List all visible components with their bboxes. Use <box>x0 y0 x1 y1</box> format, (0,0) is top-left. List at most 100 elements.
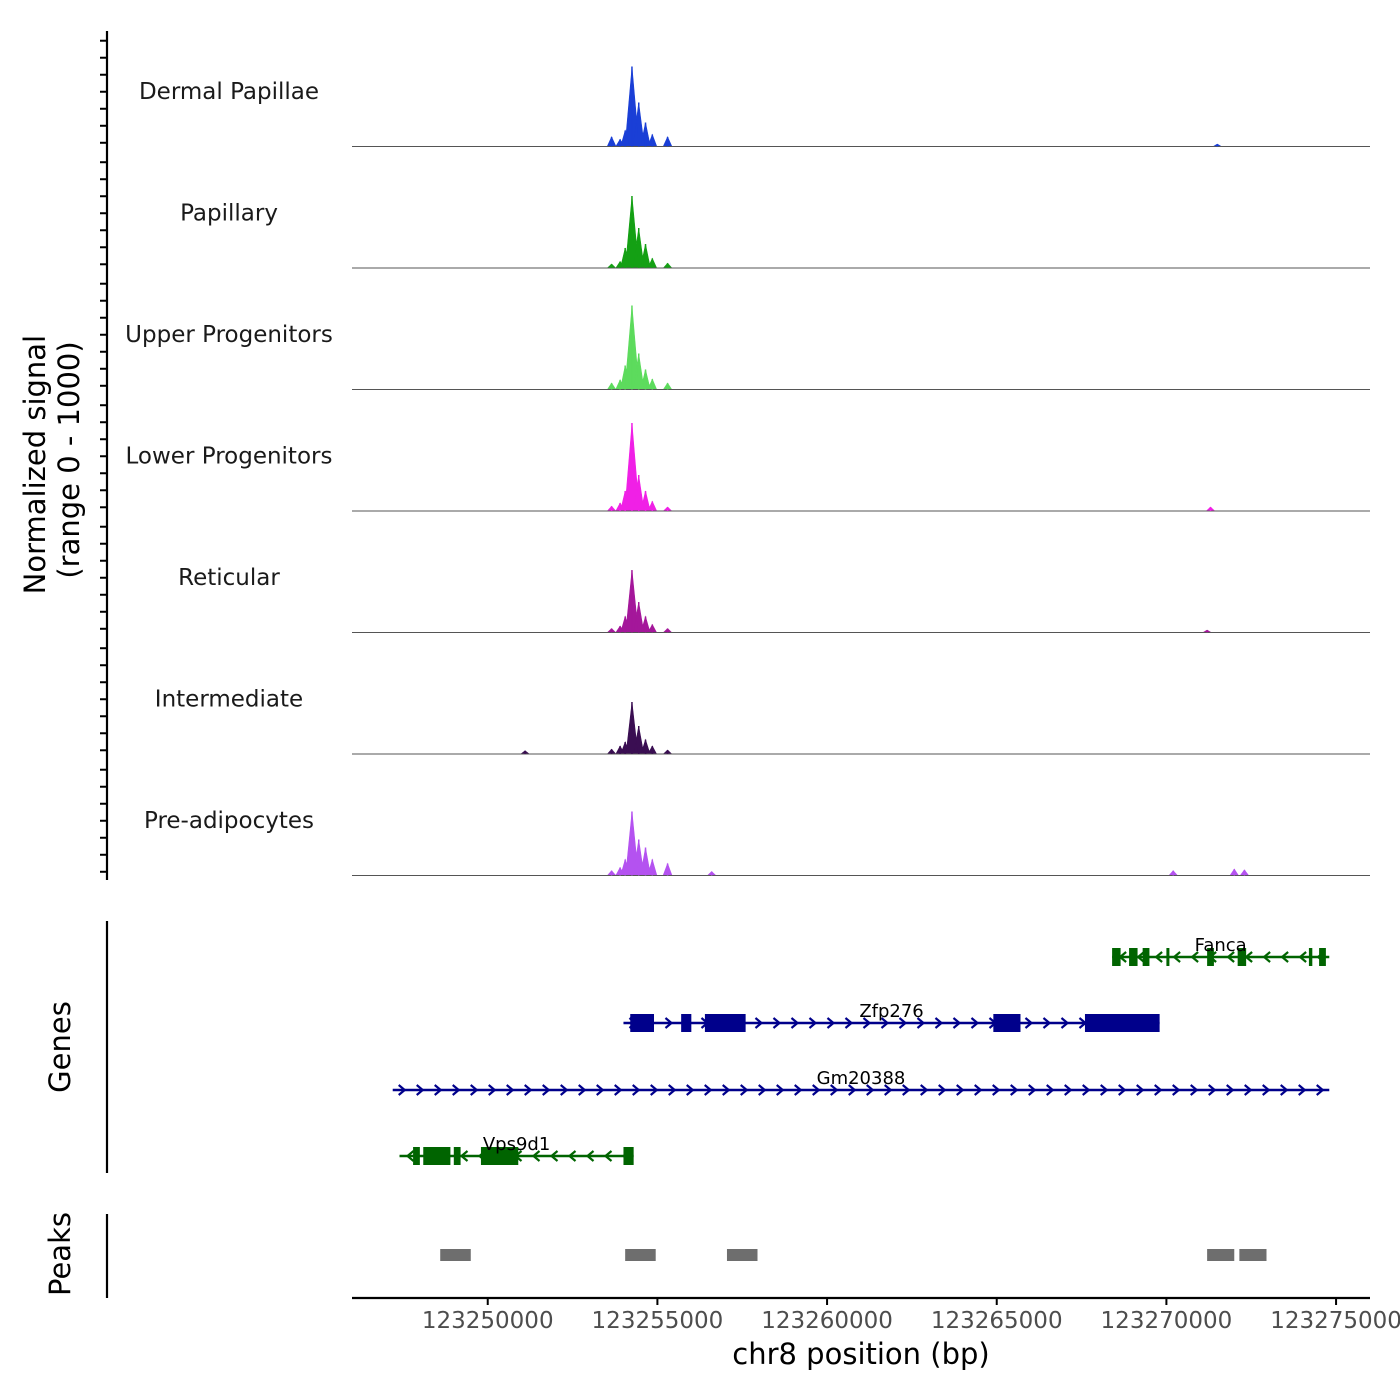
strand-arrow <box>614 1084 623 1096</box>
gene-exon <box>453 1147 461 1165</box>
strand-arrow <box>880 1017 890 1029</box>
coverage-track: Lower Progenitors <box>126 422 1370 512</box>
coverage-y-axis-title-sub: (range 0 - 1000) <box>52 341 86 578</box>
strand-arrow <box>1028 1084 1037 1096</box>
strand-arrow <box>1042 1017 1052 1029</box>
gene-label: Zfp276 <box>859 1001 923 1022</box>
coverage-area <box>352 66 1370 147</box>
gene-exon <box>630 1014 655 1032</box>
gene-gm20388: Gm20388 <box>392 1068 1330 1096</box>
strand-arrow <box>524 1084 533 1096</box>
peak-region <box>1239 1249 1267 1261</box>
x-tick-label: 123260000 <box>761 1308 893 1334</box>
strand-arrow <box>974 1084 983 1096</box>
strand-arrow <box>1154 1084 1163 1096</box>
x-axis: 123250000 123255000 123260000 123265000 1232… <box>422 1298 1400 1334</box>
x-tick-label: 123250000 <box>422 1308 554 1334</box>
strand-arrow <box>664 1017 674 1029</box>
coverage-track: Papillary <box>180 195 1370 269</box>
strand-arrow <box>585 1150 595 1162</box>
coverage-y-axis <box>100 31 109 880</box>
strand-arrow <box>794 1084 803 1096</box>
x-axis-title: chr8 position (bp) <box>732 1337 989 1371</box>
strand-arrow <box>1024 1017 1034 1029</box>
coverage-tracks: Dermal Papillae Papillary Upper Progenitor… <box>125 66 1370 877</box>
gene-exon <box>1084 1014 1160 1032</box>
strand-arrow <box>758 1084 767 1096</box>
coverage-area <box>352 305 1370 390</box>
gene-label: Fanca <box>1195 935 1247 956</box>
strand-arrow <box>970 1017 980 1029</box>
strand-arrow <box>488 1084 497 1096</box>
strand-arrow <box>952 1017 962 1029</box>
x-tick-label: 123255000 <box>592 1308 724 1334</box>
strand-arrow <box>772 1017 782 1029</box>
strand-arrow <box>1082 1084 1091 1096</box>
coverage-area <box>352 570 1370 633</box>
strand-arrow <box>1136 951 1145 963</box>
strand-arrow <box>866 1084 875 1096</box>
peak-region <box>1207 1249 1235 1261</box>
strand-arrow <box>938 1084 947 1096</box>
strand-arrow <box>898 1017 908 1029</box>
strand-arrow <box>1100 1084 1109 1096</box>
peak-region <box>625 1249 656 1261</box>
strand-arrow <box>740 1084 749 1096</box>
gene-exon <box>1129 948 1138 966</box>
coverage-area <box>352 811 1370 877</box>
coverage-track: Reticular <box>178 565 1370 633</box>
strand-arrow <box>1060 1017 1070 1029</box>
strand-arrow <box>1280 951 1289 963</box>
gene-exon <box>1166 948 1170 966</box>
gene-exon <box>993 1014 1021 1032</box>
coverage-track: Dermal Papillae <box>139 66 1370 147</box>
gene-vps9d1: Vps9d1 <box>399 1134 634 1165</box>
x-tick-label: 123265000 <box>931 1308 1063 1334</box>
genes-y-axis-title: Genes <box>43 1001 77 1093</box>
strand-arrow <box>1046 1084 1055 1096</box>
strand-arrow <box>578 1084 587 1096</box>
gene-exon <box>681 1014 692 1032</box>
strand-arrow <box>549 1150 559 1162</box>
gene-exon <box>1308 948 1313 966</box>
strand-arrow <box>567 1150 577 1162</box>
track-label: Papillary <box>180 201 278 227</box>
strand-arrow <box>1262 1084 1271 1096</box>
track-label: Dermal Papillae <box>139 79 319 105</box>
track-label: Lower Progenitors <box>126 444 333 470</box>
strand-arrow <box>902 1084 911 1096</box>
strand-arrow <box>754 1017 764 1029</box>
coverage-y-axis-title: Normalized signal (range 0 - 1000) <box>18 326 86 595</box>
strand-arrow <box>790 1017 800 1029</box>
strand-arrow <box>1226 951 1235 963</box>
strand-arrow <box>668 1084 677 1096</box>
strand-arrow <box>405 1150 415 1162</box>
strand-arrow <box>459 1150 469 1162</box>
strand-arrow <box>434 1084 443 1096</box>
strand-arrow <box>1172 951 1181 963</box>
strand-arrow <box>844 1017 854 1029</box>
strand-arrow <box>704 1084 713 1096</box>
strand-arrow <box>632 1084 641 1096</box>
strand-arrow <box>848 1084 857 1096</box>
strand-arrow <box>542 1084 551 1096</box>
strand-arrow <box>920 1084 929 1096</box>
strand-arrow <box>934 1017 944 1029</box>
gene-fanca: Fanca <box>1112 935 1330 966</box>
strand-arrow <box>1262 951 1271 963</box>
gene-exon <box>1237 948 1247 966</box>
strand-arrow <box>1136 1084 1145 1096</box>
strand-arrow <box>776 1084 785 1096</box>
strand-arrow <box>1154 951 1163 963</box>
track-label: Intermediate <box>155 687 303 713</box>
coverage-track: Upper Progenitors <box>125 305 1370 390</box>
gene-label: Gm20388 <box>817 1068 906 1089</box>
strand-arrow <box>686 1084 695 1096</box>
strand-arrow <box>416 1084 425 1096</box>
strand-arrow <box>1280 1084 1289 1096</box>
strand-arrow <box>956 1084 965 1096</box>
strand-arrow <box>808 1017 818 1029</box>
peak-track <box>440 1249 1267 1261</box>
strand-arrow <box>531 1150 541 1162</box>
strand-arrow <box>1298 1084 1307 1096</box>
